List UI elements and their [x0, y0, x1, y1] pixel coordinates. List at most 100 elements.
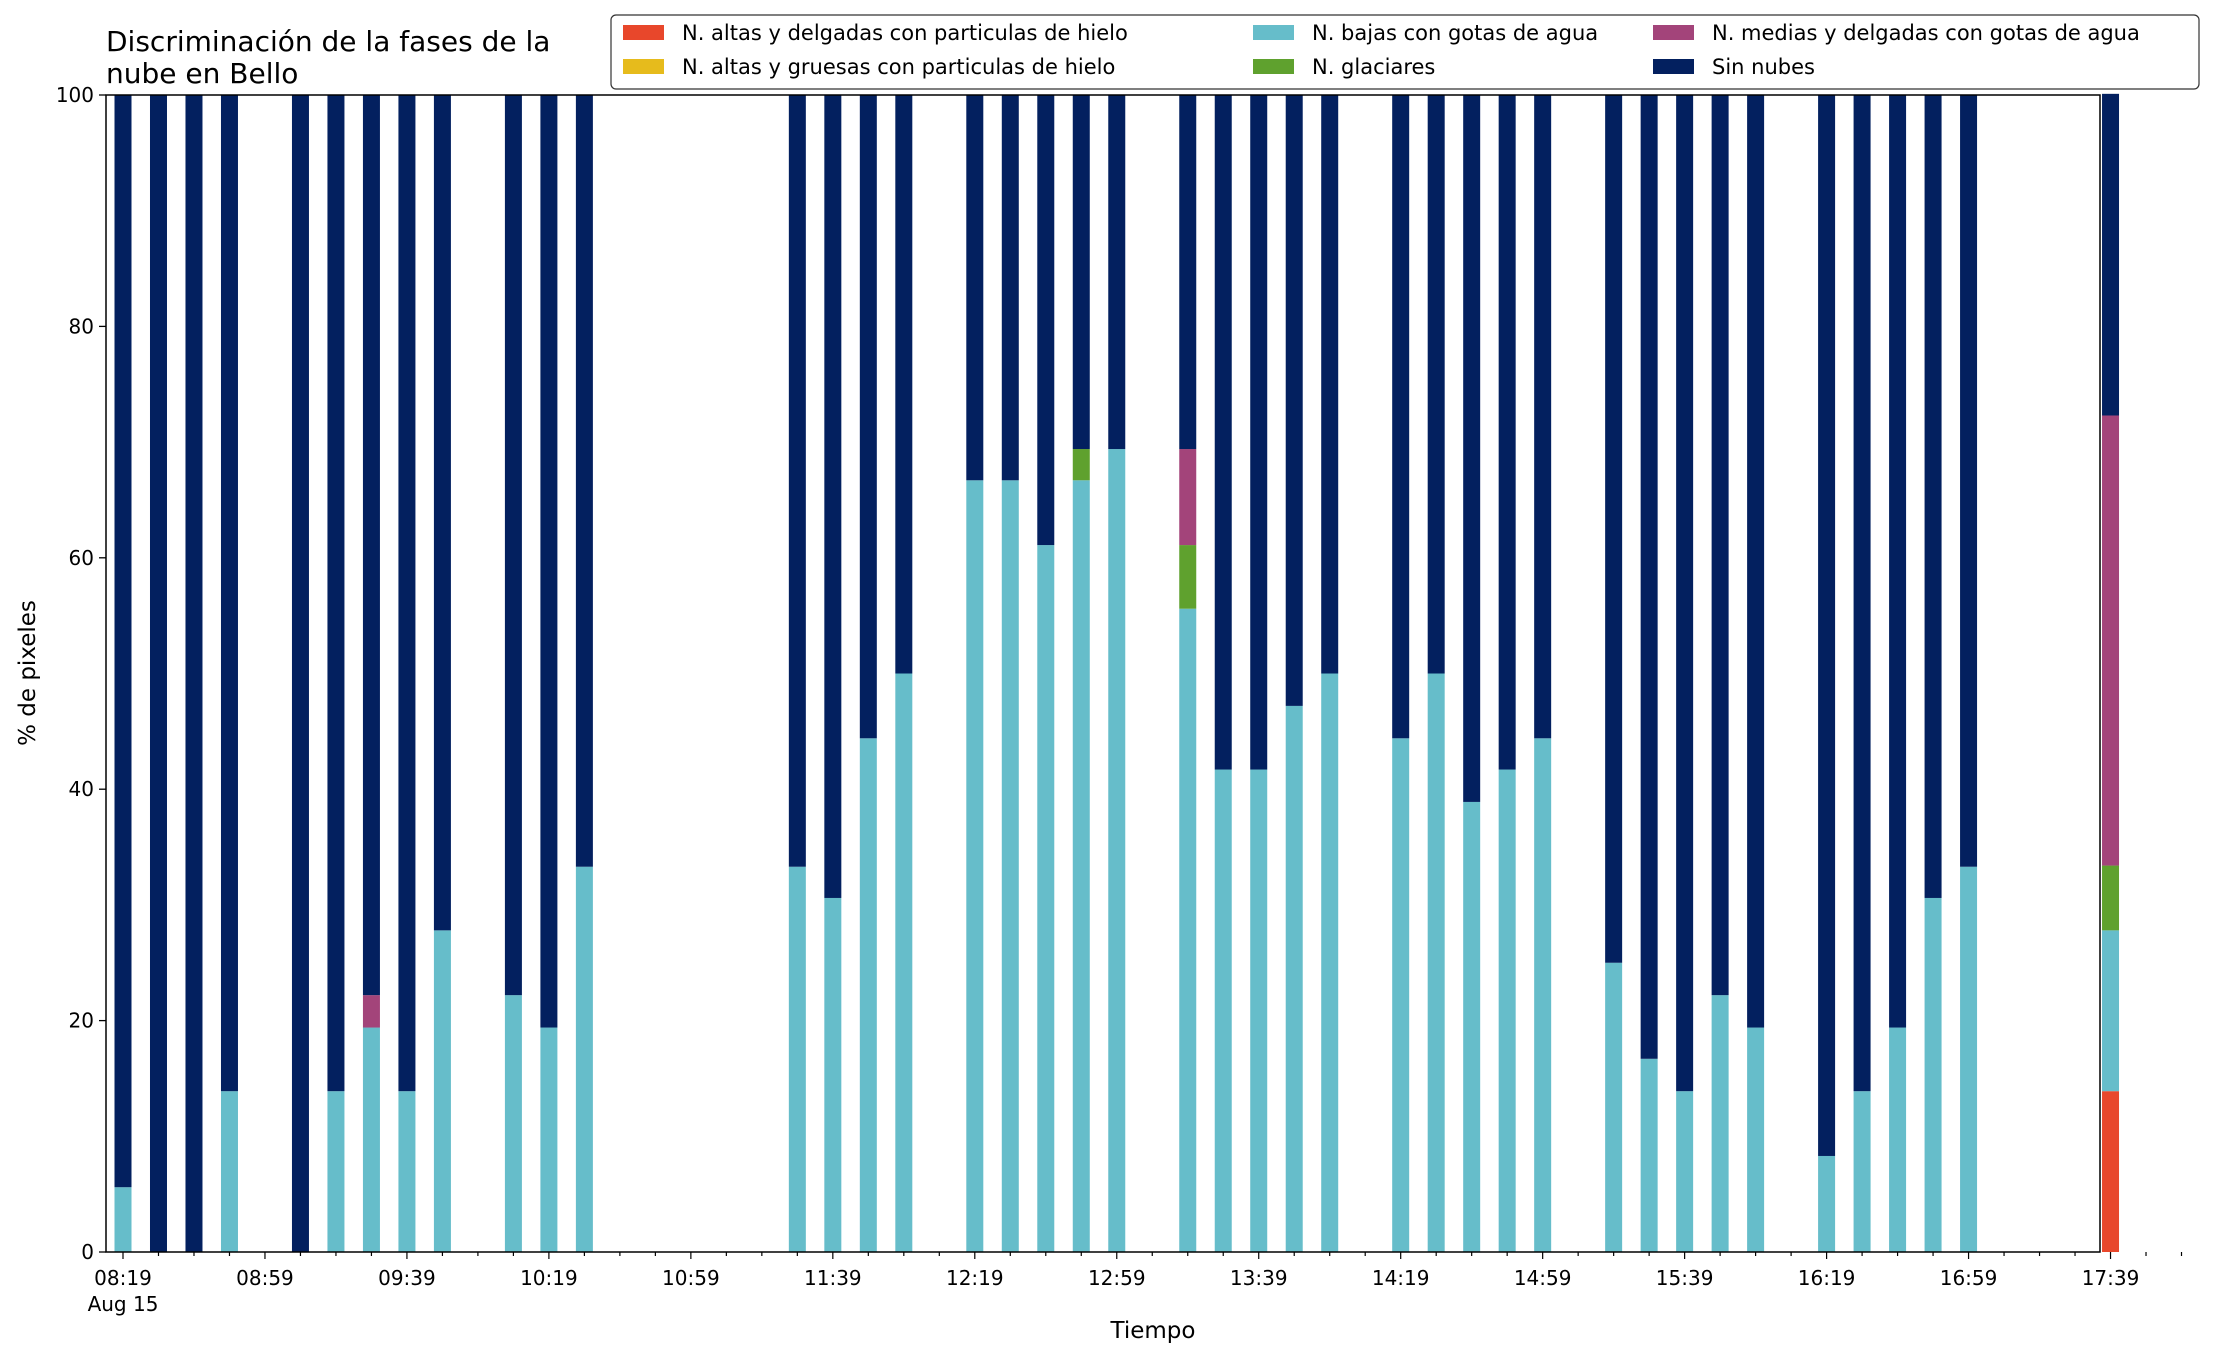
- bar-segment: [220, 95, 238, 1092]
- bar-segment: [2102, 865, 2120, 931]
- bar-segment: [2102, 930, 2120, 1092]
- bar-segment: [1498, 769, 1516, 1252]
- y-tick-label: 20: [69, 1009, 94, 1033]
- x-axis-ticks: 08:19 08:59 09:39 10:19 10:59 11:39 12:19 12:59…: [88, 1252, 2183, 1316]
- bar-segment: [1427, 673, 1445, 1252]
- bar-segment: [433, 95, 451, 931]
- bar-segment: [1889, 95, 1907, 1028]
- legend-swatch: [1653, 25, 1694, 40]
- bar-segment: [1924, 897, 1942, 1252]
- bar-segment: [398, 95, 416, 1092]
- bar-segment: [895, 95, 913, 674]
- y-axis-ticks: 0 20 40 60 80 100: [56, 83, 106, 1264]
- bar-segment: [540, 1027, 558, 1252]
- y-tick-label: 0: [81, 1240, 94, 1264]
- x-axis-title: Tiempo: [1110, 1318, 1196, 1344]
- bar-segment: [1072, 449, 1090, 481]
- bar-segment: [398, 1091, 416, 1252]
- y-tick-label: 80: [69, 314, 94, 338]
- bar-segment: [1960, 95, 1978, 867]
- x-tick-label: 12:59: [1088, 1266, 1146, 1290]
- bar-segment: [966, 480, 984, 1252]
- x-tick-label: 10:19: [520, 1266, 578, 1290]
- x-tick-label: 08:59: [236, 1266, 294, 1290]
- legend-label: N. altas y gruesas con particulas de hie…: [682, 55, 1115, 79]
- y-axis-title: % de pixeles: [15, 600, 41, 746]
- bar-segment: [788, 95, 806, 867]
- bar-segment: [1889, 1027, 1907, 1252]
- bar-segment: [2102, 93, 2120, 416]
- bar-segment: [1747, 95, 1765, 1028]
- bar-segment: [1853, 1091, 1871, 1252]
- bar-segment: [1853, 95, 1871, 1092]
- x-tick-label: 17:39: [2082, 1266, 2140, 1290]
- bar-segment: [362, 995, 380, 1028]
- bar-segment: [2102, 415, 2120, 866]
- x-tick-label: 16:59: [1940, 1266, 1998, 1290]
- bar-segment: [433, 930, 451, 1252]
- x-tick-label: 12:19: [946, 1266, 1004, 1290]
- legend-label: N. medias y delgadas con gotas de agua: [1712, 21, 2140, 45]
- y-tick-label: 100: [56, 83, 94, 107]
- bar-segment: [1321, 95, 1339, 674]
- bar-segment: [1108, 95, 1126, 450]
- bar-segment: [291, 95, 309, 1252]
- bar-segment: [1640, 95, 1658, 1059]
- bar-segment: [1250, 95, 1268, 770]
- bar-segment: [1250, 769, 1268, 1252]
- bar-segment: [1214, 769, 1232, 1252]
- y-tick-label: 60: [69, 546, 94, 570]
- bar-segment: [1676, 95, 1694, 1092]
- bar-segment: [824, 95, 842, 898]
- bar-segment: [1392, 95, 1410, 739]
- bar-segment: [1534, 738, 1552, 1252]
- bar-segment: [1960, 866, 1978, 1252]
- bar-segment: [859, 95, 877, 739]
- chart-title-line-1: Discriminación de la fases de la: [106, 25, 550, 58]
- bar-segment: [114, 95, 132, 1188]
- bar-segment: [1072, 95, 1090, 450]
- bar-segment: [895, 673, 913, 1252]
- x-tick-label: 13:39: [1230, 1266, 1288, 1290]
- legend-label: N. altas y delgadas con particulas de hi…: [682, 21, 1128, 45]
- legend-label: N. glaciares: [1312, 55, 1435, 79]
- bar-segment: [1427, 95, 1445, 674]
- bar-segment: [1463, 95, 1481, 802]
- bar-segment: [1818, 1155, 1836, 1252]
- bar-segment: [859, 738, 877, 1252]
- bar-segment: [1676, 1091, 1694, 1252]
- bar-segment: [1640, 1058, 1658, 1252]
- plot-frame: [105, 94, 2101, 1253]
- bar-segment: [149, 95, 167, 1252]
- bar-segment: [1108, 449, 1126, 1252]
- bar-segment: [1001, 480, 1019, 1252]
- bar-segment: [1179, 95, 1197, 450]
- bar-segment: [1179, 449, 1197, 546]
- bar-segment: [362, 95, 380, 996]
- legend-swatch: [623, 25, 664, 40]
- bar-segment: [504, 995, 522, 1252]
- bar-segment: [575, 866, 593, 1252]
- x-tick-label: 10:59: [662, 1266, 720, 1290]
- bar-segment: [966, 95, 984, 481]
- x-tick-label: 15:39: [1656, 1266, 1714, 1290]
- bar-segment: [1924, 95, 1942, 898]
- bar-segment: [1321, 673, 1339, 1252]
- bar-segment: [1179, 608, 1197, 1252]
- bar-segment: [788, 866, 806, 1252]
- bar-segment: [1037, 545, 1055, 1252]
- chart-title-line-2: nube en Bello: [106, 57, 298, 90]
- bar-segment: [114, 1187, 132, 1252]
- bar-segment: [1179, 545, 1197, 609]
- bar-segment: [1392, 738, 1410, 1252]
- bar-segment: [1747, 1027, 1765, 1252]
- bar-segment: [220, 1091, 238, 1252]
- y-tick-label: 40: [69, 777, 94, 801]
- bar-segment: [1605, 962, 1623, 1252]
- bar-segment: [1534, 95, 1552, 739]
- x-tick-sublabel: Aug 15: [88, 1292, 159, 1316]
- legend: N. altas y delgadas con particulas de hi…: [610, 14, 2200, 90]
- bar-segment: [327, 95, 345, 1092]
- x-tick-label: 14:19: [1372, 1266, 1430, 1290]
- bar-segment: [1037, 95, 1055, 546]
